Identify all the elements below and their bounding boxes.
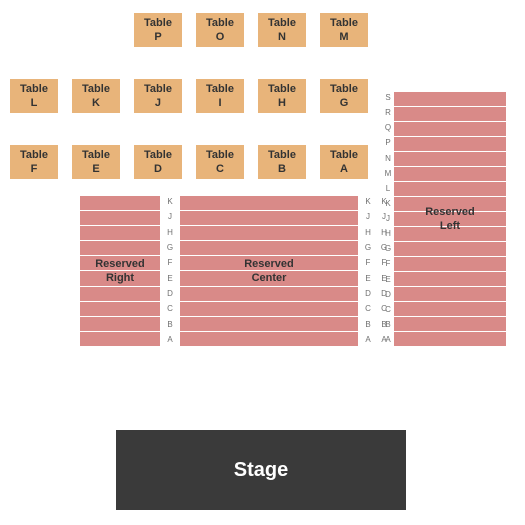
row-letter: J [384, 215, 392, 223]
row-letter: P [384, 139, 392, 147]
row-letter: F [384, 260, 392, 268]
row-letter: E [384, 276, 392, 284]
row-letter: H [364, 229, 372, 237]
row-letter: Q [384, 124, 392, 132]
table-bot-5[interactable]: Table A [319, 144, 369, 180]
row-letter: H [384, 230, 392, 238]
row-letter: C [364, 305, 372, 313]
row-labels-sra-0: SRQPNMLKJHGFEDCBA [384, 94, 392, 344]
row-letter: H [166, 229, 174, 237]
table-bot-4[interactable]: Table B [257, 144, 307, 180]
table-mid-5[interactable]: Table G [319, 78, 369, 114]
row-letter: K [384, 200, 392, 208]
row-letter: J [166, 213, 174, 221]
row-letter: D [384, 291, 392, 299]
row-letter: A [166, 336, 174, 344]
reserved-left[interactable]: Reserved Left [394, 92, 506, 346]
table-mid-0[interactable]: Table L [9, 78, 59, 114]
row-letter: K [166, 198, 174, 206]
reserved-label-left: Reserved Left [394, 92, 506, 346]
row-letter: L [384, 185, 392, 193]
row-letter: A [384, 336, 392, 344]
table-top-3[interactable]: Table M [319, 12, 369, 48]
row-letter: E [166, 275, 174, 283]
table-bot-2[interactable]: Table D [133, 144, 183, 180]
row-letter: J [364, 213, 372, 221]
table-top-1[interactable]: Table O [195, 12, 245, 48]
reserved-center[interactable]: Reserved Center [180, 196, 358, 346]
table-mid-4[interactable]: Table H [257, 78, 307, 114]
row-letter: K [364, 198, 372, 206]
table-top-0[interactable]: Table P [133, 12, 183, 48]
row-letter: B [384, 321, 392, 329]
row-letter: D [364, 290, 372, 298]
table-top-2[interactable]: Table N [257, 12, 307, 48]
row-letter: E [364, 275, 372, 283]
reserved-right[interactable]: Reserved Right [80, 196, 160, 346]
table-mid-3[interactable]: Table I [195, 78, 245, 114]
row-letter: G [384, 245, 392, 253]
row-letter: F [166, 259, 174, 267]
row-letter: C [166, 305, 174, 313]
row-letter: G [166, 244, 174, 252]
row-letter: A [364, 336, 372, 344]
row-letter: D [166, 290, 174, 298]
table-bot-3[interactable]: Table C [195, 144, 245, 180]
row-labels-kja-1: KJHGFEDCBA [364, 198, 372, 344]
table-bot-1[interactable]: Table E [71, 144, 121, 180]
row-labels-kja-0: KJHGFEDCBA [166, 198, 174, 344]
reserved-label-right: Reserved Right [80, 196, 160, 346]
table-mid-2[interactable]: Table J [133, 78, 183, 114]
row-letter: F [364, 259, 372, 267]
row-letter: C [384, 306, 392, 314]
reserved-label-center: Reserved Center [180, 196, 358, 346]
table-mid-1[interactable]: Table K [71, 78, 121, 114]
row-letter: S [384, 94, 392, 102]
row-letter: G [364, 244, 372, 252]
row-letter: B [364, 321, 372, 329]
row-letter: R [384, 109, 392, 117]
row-letter: B [166, 321, 174, 329]
stage: Stage [116, 430, 406, 510]
table-bot-0[interactable]: Table F [9, 144, 59, 180]
row-letter: N [384, 155, 392, 163]
row-letter: M [384, 170, 392, 178]
